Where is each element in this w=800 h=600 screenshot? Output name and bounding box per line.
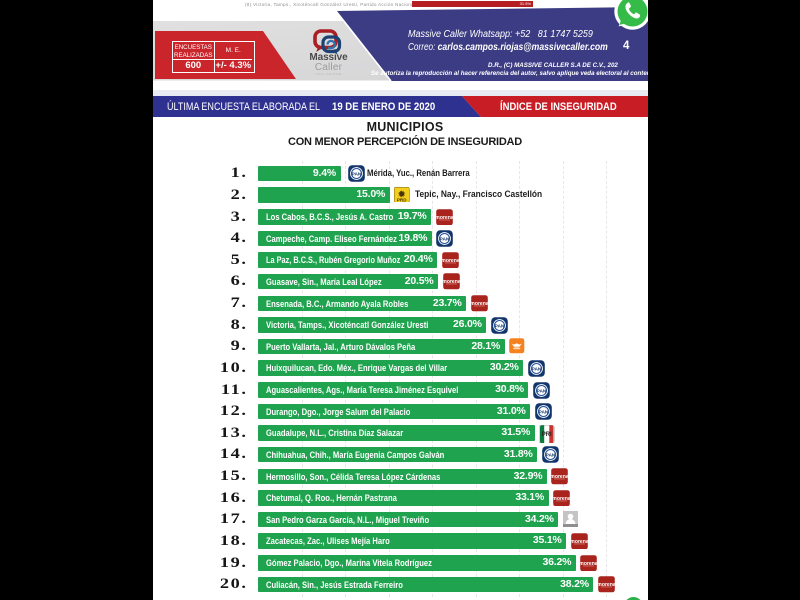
svg-text:PAN: PAN	[545, 453, 555, 459]
svg-text:morena: morena	[436, 214, 453, 220]
svg-text:morena: morena	[580, 560, 597, 566]
svg-text:PAN: PAN	[538, 410, 548, 416]
svg-text:PRI: PRI	[542, 432, 552, 438]
svg-text:morena: morena	[442, 258, 459, 264]
svg-text:PAN: PAN	[531, 366, 541, 372]
svg-text:PAN: PAN	[494, 323, 504, 329]
svg-text:morena: morena	[553, 495, 570, 501]
svg-text:morena: morena	[551, 474, 568, 480]
svg-text:morena: morena	[571, 539, 588, 545]
svg-text:morena: morena	[598, 582, 615, 588]
svg-text:morena: morena	[443, 279, 460, 285]
svg-text:PRD: PRD	[397, 197, 407, 202]
svg-text:PAN: PAN	[440, 237, 450, 243]
svg-text:morena: morena	[471, 301, 488, 307]
svg-text:PAN: PAN	[537, 388, 547, 394]
svg-text:✹: ✹	[398, 189, 406, 200]
svg-text:PAN: PAN	[351, 172, 361, 178]
